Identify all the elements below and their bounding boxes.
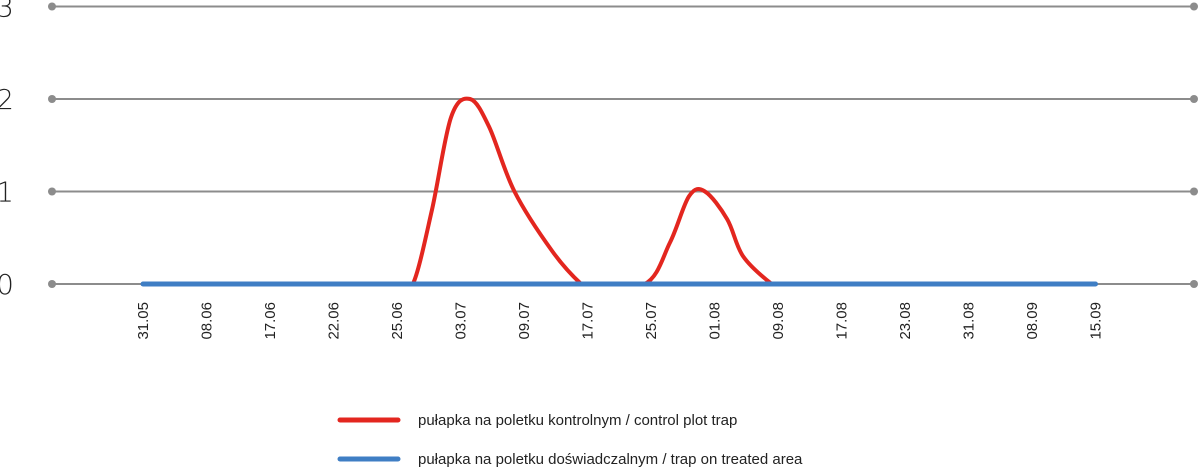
gridline-end-dot-1 xyxy=(1190,187,1198,196)
x-tick-label-17.08: 17.08 xyxy=(834,302,851,340)
x-tick-label-17.07: 17.07 xyxy=(580,302,597,340)
legend-label-control: pułapka na poletku kontrolnym / control … xyxy=(418,412,737,429)
x-tick-label-17.06: 17.06 xyxy=(262,302,279,340)
x-tick-label-31.08: 31.08 xyxy=(961,302,978,340)
x-tick-label-15.09: 15.09 xyxy=(1088,302,1105,340)
x-tick-label-22.06: 22.06 xyxy=(326,302,343,340)
y-tick-label-3: 3 xyxy=(0,0,14,24)
gridline-start-dot-3 xyxy=(48,2,56,11)
x-tick-label-25.06: 25.06 xyxy=(389,302,406,340)
gridline-end-dot-3 xyxy=(1190,2,1198,11)
x-tick-label-09.07: 09.07 xyxy=(516,302,533,340)
gridline-start-dot-1 xyxy=(48,187,56,196)
x-tick-label-03.07: 03.07 xyxy=(453,302,470,340)
x-tick-label-25.07: 25.07 xyxy=(643,302,660,340)
gridline-end-dot-0 xyxy=(1190,280,1198,288)
x-tick-label-09.08: 09.08 xyxy=(770,302,787,340)
grid xyxy=(48,2,1198,288)
y-tick-label-0: 0 xyxy=(0,268,14,301)
y-tick-label-2: 2 xyxy=(0,83,14,116)
x-tick-label-23.08: 23.08 xyxy=(897,302,914,340)
y-tick-label-1: 1 xyxy=(0,176,14,209)
legend-label-treated: pułapka na poletku doświadczalnym / trap… xyxy=(418,451,803,467)
x-tick-label-08.06: 08.06 xyxy=(199,302,216,340)
legend: pułapka na poletku kontrolnym / control … xyxy=(337,412,803,467)
x-tick-label-01.08: 01.08 xyxy=(707,302,724,340)
gridline-end-dot-2 xyxy=(1190,95,1198,103)
gridline-start-dot-2 xyxy=(48,95,56,103)
series-lines xyxy=(140,96,1098,287)
x-tick-label-31.05: 31.05 xyxy=(135,302,152,340)
x-axis-ticks: 31.05 08.06 17.06 22.06 25.06 03.07 09.07 17.07… xyxy=(135,302,1105,340)
y-axis-ticks: 0 1 2 3 xyxy=(0,0,14,301)
x-tick-label-08.09: 08.09 xyxy=(1024,302,1041,340)
gridline-start-dot-0 xyxy=(48,280,56,288)
